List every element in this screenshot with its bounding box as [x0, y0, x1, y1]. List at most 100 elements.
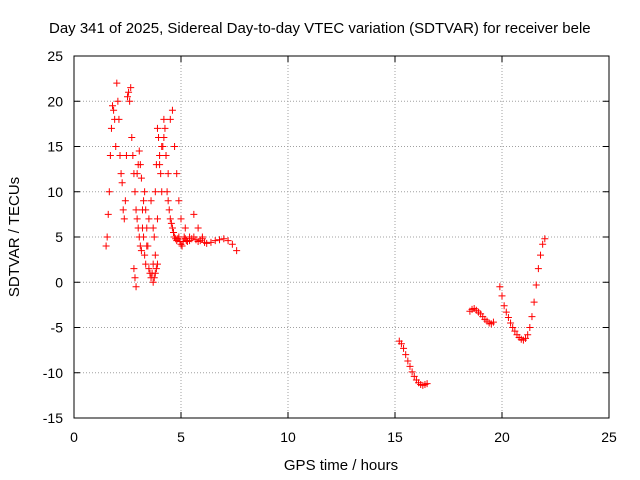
y-tick-label: 10: [47, 184, 63, 200]
data-point: [498, 292, 506, 300]
data-point: [152, 265, 160, 273]
y-tick-label: 5: [55, 229, 63, 245]
data-point: [164, 197, 172, 205]
data-point: [151, 188, 159, 196]
data-point: [133, 170, 141, 178]
data-point: [131, 274, 139, 282]
grid-lines: [74, 56, 609, 418]
data-point: [216, 236, 224, 244]
data-point: [103, 233, 111, 241]
data-point: [175, 197, 183, 205]
data-point: [105, 188, 113, 196]
y-tick-labels: -15 -10 -5 0 5 10 15 20 25: [43, 48, 63, 426]
data-point: [539, 240, 547, 248]
data-point: [107, 124, 115, 132]
y-tick-label: 15: [47, 139, 63, 155]
data-point: [203, 239, 211, 247]
data-point: [118, 179, 126, 187]
data-point: [150, 233, 158, 241]
data-point: [104, 210, 112, 218]
data-point: [168, 224, 176, 232]
x-tick-label: 0: [70, 429, 78, 445]
data-point: [129, 152, 137, 160]
data-point: [489, 318, 497, 326]
data-point: [127, 84, 135, 92]
data-point: [534, 265, 542, 273]
data-point: [502, 308, 510, 316]
data-point: [400, 344, 408, 352]
data-point: [126, 97, 134, 105]
data-point: [110, 106, 118, 114]
data-point: [220, 235, 228, 243]
data-point: [106, 152, 114, 160]
data-point: [136, 161, 144, 169]
data-point: [157, 170, 165, 178]
data-point: [162, 152, 170, 160]
data-point: [177, 215, 185, 223]
data-point: [178, 242, 186, 250]
data-point: [530, 298, 538, 306]
data-point: [112, 143, 120, 150]
data-point: [173, 170, 181, 178]
data-point: [102, 242, 110, 250]
data-point: [207, 238, 215, 246]
data-point: [151, 269, 159, 277]
data-point: [140, 233, 148, 241]
data-point: [171, 143, 179, 150]
data-point: [156, 161, 164, 169]
data-point: [119, 206, 127, 214]
data-point: [167, 219, 175, 227]
axis-ticks: [73, 55, 610, 419]
data-points: [102, 79, 549, 389]
data-point: [504, 314, 512, 322]
data-point: [173, 237, 181, 245]
data-point: [507, 319, 515, 327]
data-point: [158, 143, 166, 150]
data-point: [131, 188, 139, 196]
data-point: [135, 147, 143, 155]
data-point: [160, 133, 168, 141]
data-point: [141, 251, 149, 259]
data-point: [168, 106, 176, 114]
data-point: [153, 215, 161, 223]
data-point: [224, 237, 232, 245]
data-point: [404, 357, 412, 365]
data-point: [125, 88, 133, 96]
data-point: [537, 251, 545, 259]
data-point: [160, 115, 168, 123]
data-point: [500, 302, 508, 310]
data-point: [496, 283, 504, 291]
data-point: [402, 351, 410, 359]
data-point: [149, 224, 157, 232]
y-tick-label: -10: [43, 365, 63, 381]
data-point: [140, 197, 148, 205]
data-point: [137, 247, 145, 255]
data-point: [532, 281, 540, 289]
x-tick-label: 15: [387, 429, 403, 445]
y-axis-title: SDTVAR / TECUs: [6, 177, 23, 297]
x-tick-label: 5: [177, 429, 185, 445]
data-point: [166, 115, 174, 123]
data-point: [509, 324, 517, 331]
data-point: [116, 152, 124, 160]
data-point: [406, 362, 414, 370]
data-point: [181, 224, 189, 232]
data-point: [113, 79, 121, 87]
data-point: [524, 331, 532, 339]
y-tick-label: 0: [55, 274, 63, 290]
data-point: [141, 188, 149, 196]
data-point: [147, 197, 155, 205]
data-point: [164, 170, 172, 178]
data-point: [528, 313, 536, 321]
data-point: [145, 215, 153, 223]
data-point: [410, 372, 418, 380]
data-point: [397, 340, 405, 348]
x-axis-title: GPS time / hours: [284, 457, 398, 474]
data-point: [114, 97, 122, 105]
data-point: [115, 115, 123, 123]
data-point: [511, 327, 519, 335]
data-point: [151, 251, 159, 259]
data-point: [145, 265, 153, 273]
data-point: [190, 210, 198, 218]
data-point: [156, 152, 164, 160]
